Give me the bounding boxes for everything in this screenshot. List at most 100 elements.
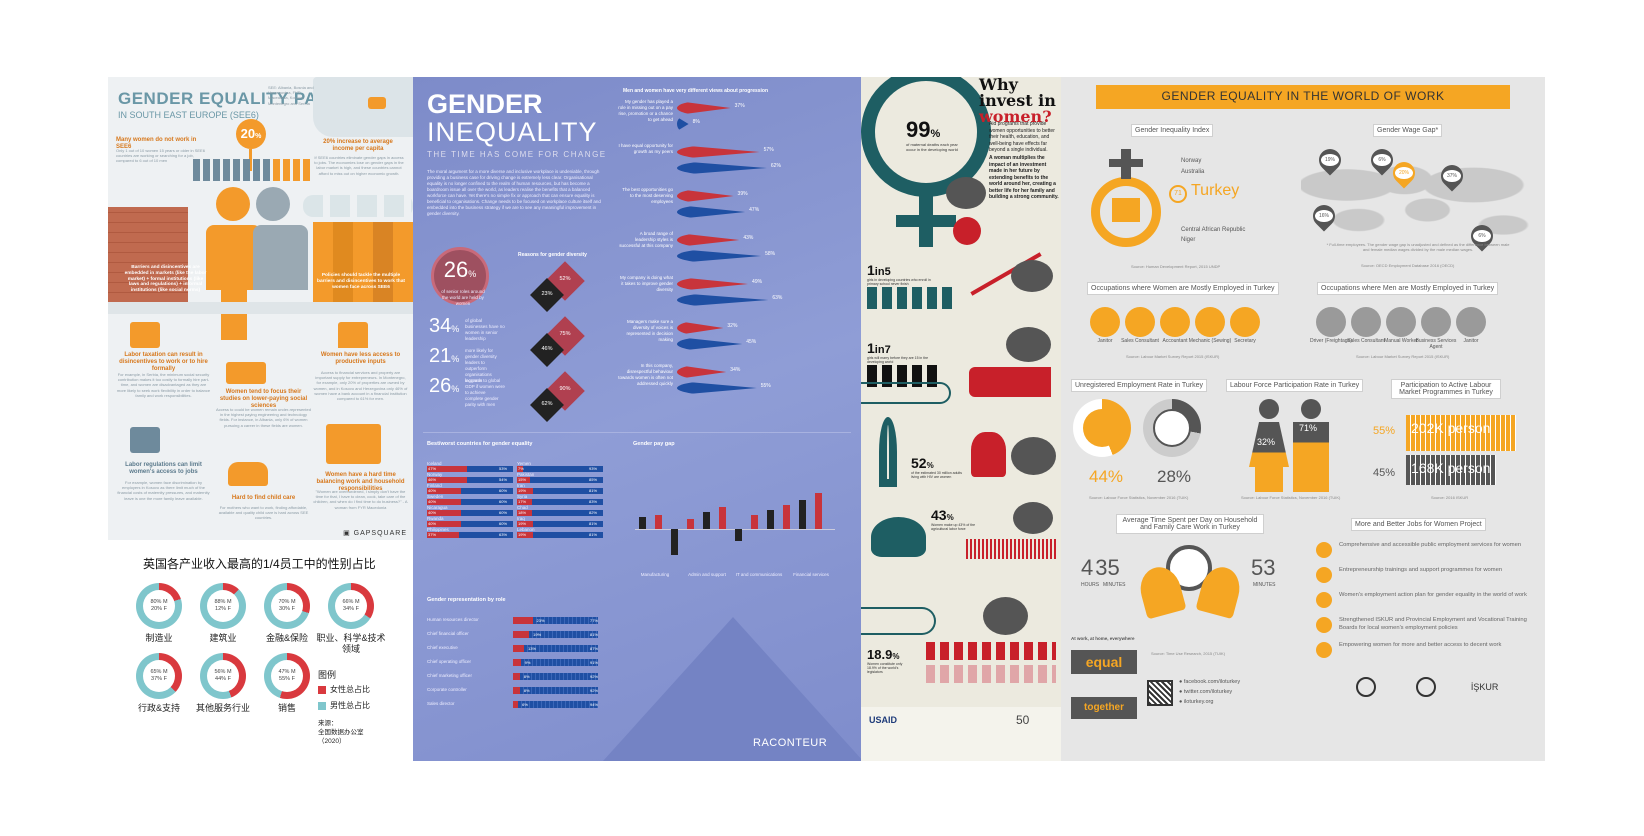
bubble-4 — [1011, 437, 1056, 475]
country-female-bar — [427, 499, 462, 505]
occupation-label: Manual Worker — [1384, 338, 1418, 344]
p1b-title: 英国各产业收入最高的1/4员工中的性别占比 — [143, 557, 376, 571]
country-male-bar — [533, 521, 603, 527]
gii-symbol — [1091, 177, 1161, 247]
occupation-label: Mechanic (Sewing) — [1188, 338, 1232, 344]
donut-center: 88% M 12% F — [207, 590, 239, 622]
stat5-num: 43% — [931, 507, 954, 523]
donut-male-pct: 88% M — [214, 598, 232, 605]
bubble-2 — [1011, 260, 1053, 292]
donut-chart: 56% M 44% F — [200, 653, 246, 699]
women-value: 49% — [752, 279, 763, 285]
diamond-a-value: 52% — [559, 276, 571, 282]
country-male-bar — [531, 499, 603, 505]
role-female-bar — [513, 701, 519, 708]
role-female-value: 23% — [536, 618, 545, 623]
percent-badge: 20% — [236, 119, 266, 149]
women-value: 39% — [737, 191, 748, 197]
percent-value: 20 — [240, 126, 256, 141]
people-row-orange — [273, 159, 311, 181]
stat5-body: Women make up 43% of the agricultural la… — [931, 523, 976, 531]
donut-male-pct: 47% M — [278, 668, 296, 675]
qr-code — [1147, 680, 1173, 706]
stat2-body: of global businesses have no women in se… — [465, 318, 505, 342]
country-male-value: 81% — [589, 521, 598, 526]
item-grad-icon — [226, 362, 266, 384]
social-link[interactable]: ● facebook.com/iloturkey — [1179, 679, 1241, 685]
men-value: 45% — [746, 339, 757, 345]
role-male-value: 77% — [590, 618, 599, 623]
pay-gap-bar — [655, 514, 662, 529]
women-value: 57% — [763, 147, 774, 153]
perception-label: My company is doing what it takes to imp… — [619, 275, 673, 292]
donut-label: 建筑业 — [209, 633, 237, 643]
stat-left-body: Only 1 out of 10 women 15 years or older… — [116, 148, 205, 164]
raconteur-logo: RACONTEUR — [753, 737, 828, 749]
stat2-num: 34% — [429, 315, 460, 337]
stat3-body: more likely for gender diversity leaders… — [465, 348, 497, 384]
diamond-b-value: 23% — [541, 291, 553, 297]
hand-icon — [861, 382, 951, 404]
social-link[interactable]: ● iloturkey.org — [1179, 699, 1214, 705]
country-female-value: 37% — [428, 532, 437, 537]
country-name: Iran — [517, 483, 525, 488]
item1-body: For example, in Serbia, the minimum soci… — [116, 372, 211, 398]
occupation-icon — [1160, 307, 1190, 337]
role-male-value: 87% — [590, 646, 599, 651]
perception-label: Managers make sure a diversity of voices… — [626, 319, 673, 342]
country-name: Yemen — [517, 461, 531, 466]
legend-male-swatch — [318, 702, 326, 710]
uk-industry-gender-donuts: 英国各产业收入最高的1/4员工中的性别占比 80% M 20% F 制造业 88% M… — [108, 545, 413, 760]
farmer-icon — [871, 517, 926, 557]
item6-body: "Women are overburdened, I simply don't … — [313, 489, 408, 510]
pay-gap-category: IT and communications — [735, 572, 783, 577]
project-item: Strengthened ISKUR and Provincial Employ… — [1339, 617, 1527, 631]
men-value: 63% — [772, 295, 783, 301]
europe-map — [313, 77, 413, 137]
iskur-logo: İŞKUR — [1470, 682, 1499, 692]
donut-chart: 88% M 12% F — [200, 583, 246, 629]
country-male-value: 60% — [499, 521, 508, 526]
man-figure — [256, 187, 290, 221]
lfp-men: 71% — [1299, 423, 1318, 433]
men-occ-title: Occupations where Men are Mostly Employe… — [1317, 282, 1499, 295]
country-male-bar — [466, 477, 513, 483]
perception-title: Men and women have very different views … — [623, 88, 769, 94]
p2-divider — [423, 432, 851, 433]
role-male-value: 94% — [590, 702, 599, 707]
country-female-bar — [517, 521, 534, 527]
social-link[interactable]: ● twitter.com/iloturkey — [1179, 689, 1233, 695]
donut-female-pct: 34% F — [343, 606, 359, 612]
country-female-value: 40% — [428, 521, 437, 526]
occupation-icon — [1456, 307, 1486, 337]
role-female-value: 13% — [528, 646, 537, 651]
money-hand-icon — [969, 367, 1051, 397]
donut-label: 制造业 — [145, 633, 173, 643]
girls-row-1 — [867, 287, 952, 309]
lfp-women: 32% — [1257, 437, 1276, 447]
wage-pin-value: 6% — [1473, 230, 1491, 242]
project-title: More and Better Jobs for Women Project — [1351, 518, 1486, 531]
country-male-bar — [458, 532, 513, 538]
stat2: 1in5 — [867, 262, 891, 278]
country-name: Sweden — [427, 494, 444, 499]
role-male-bar — [532, 617, 598, 624]
occupation-label: Janitor — [1097, 338, 1113, 344]
country-female-value: 15% — [518, 477, 527, 482]
unreg-women: 44% — [1089, 467, 1124, 486]
donut-female-pct: 44% F — [215, 676, 231, 682]
country-male-value: 53% — [499, 466, 508, 471]
perception-label: The best opportunities go to the most de… — [622, 187, 673, 204]
country-name: Chad — [517, 505, 528, 510]
country-name: Syria — [517, 494, 528, 499]
item1-title: Labor taxation can result in disincentiv… — [119, 352, 208, 373]
occupation-label: Business Services Agent — [1415, 338, 1457, 350]
country-name: Iceland — [427, 461, 442, 466]
bubble-3 — [1006, 327, 1051, 362]
pay-gap-title: Gender pay gap — [633, 441, 675, 447]
role-male-value: 92% — [590, 674, 599, 679]
perception-label: My gender has played a role in missing o… — [618, 99, 673, 122]
pay-gap-bar — [703, 512, 710, 529]
role-name: Chief executive — [427, 645, 458, 650]
country-male-bar — [523, 466, 603, 472]
